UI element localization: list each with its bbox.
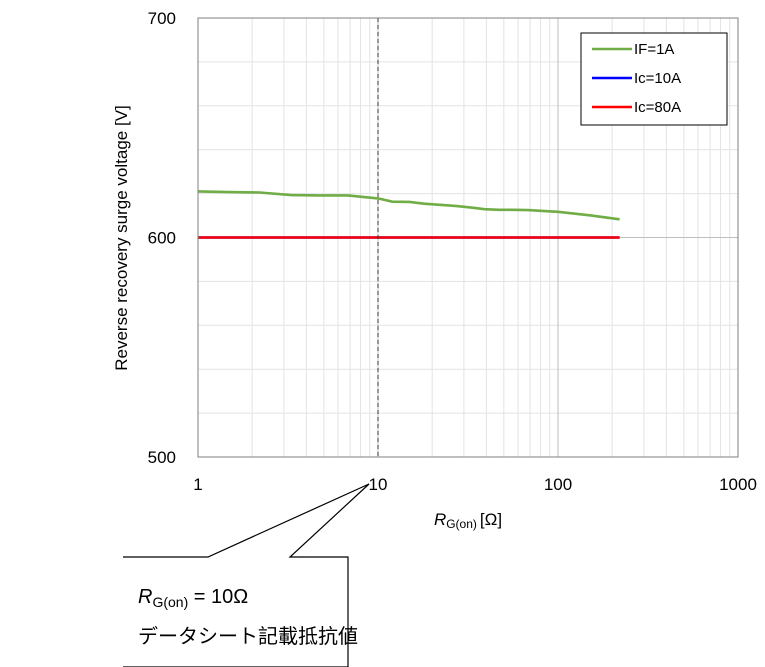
x-axis-title-main: R: [434, 510, 446, 529]
x-tick-label: 1000: [719, 475, 757, 494]
callout-line1: RG(on) = 10Ω: [138, 586, 248, 610]
x-axis-title: RG(on) [Ω]: [434, 510, 502, 531]
legend-label: Ic=80A: [634, 99, 681, 116]
callout-line2: データシート記載抵抗値: [138, 625, 358, 648]
x-axis-title-sub: G(on): [446, 517, 477, 531]
callout-r: R: [138, 586, 152, 608]
x-tick-label: 100: [544, 475, 572, 494]
y-tick-label: 500: [148, 448, 176, 467]
y-axis-title: Reverse recovery surge voltage [V]: [112, 105, 131, 371]
x-tick-label: 10: [369, 475, 388, 494]
legend-label: IF=1A: [634, 41, 674, 58]
x-tick-labels: 1 10 100 1000: [193, 475, 757, 494]
y-tick-label: 600: [148, 229, 176, 248]
x-tick-label: 1: [193, 475, 202, 494]
series-layer: [197, 190, 620, 239]
legend-label: Ic=10A: [634, 70, 681, 87]
legend: IF=1A Ic=10A Ic=80A: [580, 32, 728, 126]
x-axis-title-unit: [Ω]: [480, 510, 502, 529]
callout-sub: G(on): [152, 594, 188, 610]
y-tick-label: 700: [148, 9, 176, 28]
callout-box: [123, 483, 370, 667]
y-tick-labels: 500 600 700: [148, 9, 176, 467]
callout-value: = 10Ω: [188, 586, 248, 608]
series-line-if-1a: [197, 190, 620, 221]
plot-area: [197, 17, 739, 458]
